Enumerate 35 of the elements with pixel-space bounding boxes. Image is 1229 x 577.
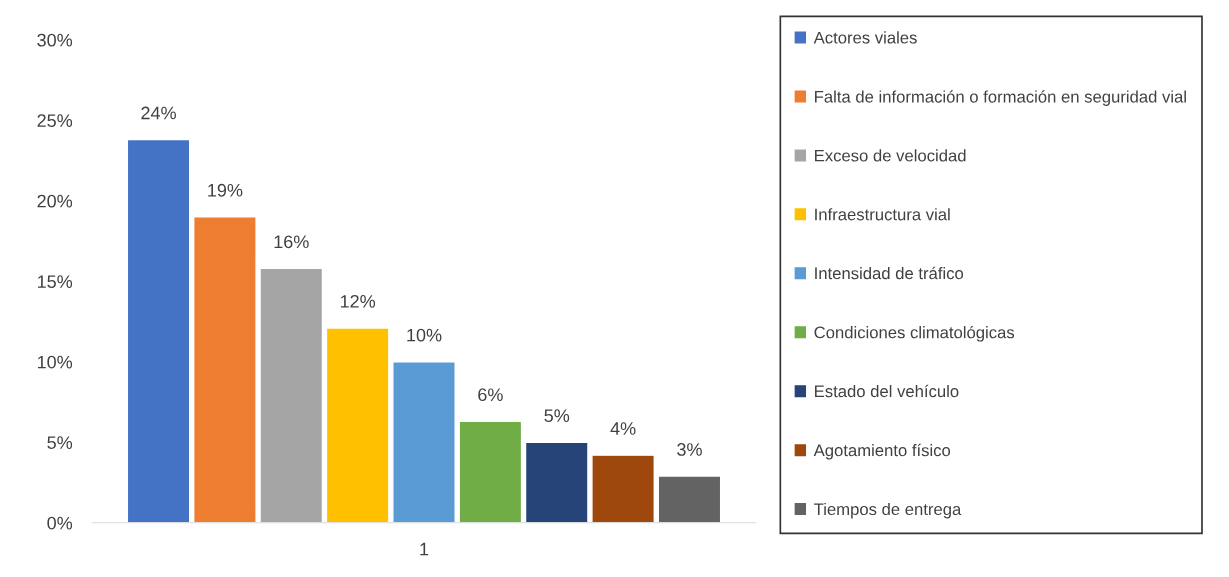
bar bbox=[524, 441, 589, 523]
data-label: 10% bbox=[407, 328, 442, 342]
legend-label: Condiciones climatológicas bbox=[814, 325, 1015, 342]
bar bbox=[458, 420, 523, 523]
data-label: 6% bbox=[478, 388, 503, 402]
legend-label: Falta de información o formación en seguridad vial bbox=[815, 90, 1186, 106]
data-label: 24% bbox=[141, 106, 176, 120]
y-tick-label: 5% bbox=[47, 436, 73, 449]
bar bbox=[392, 361, 456, 523]
bar bbox=[325, 327, 390, 523]
legend-label: Agotamiento físico bbox=[813, 443, 951, 460]
data-label: 16% bbox=[274, 235, 309, 249]
data-label: 19% bbox=[208, 183, 243, 197]
data-label: 3% bbox=[677, 443, 702, 456]
data-label: 4% bbox=[610, 422, 636, 435]
legend-label: Intensidad de tráfico bbox=[815, 266, 964, 280]
bar bbox=[126, 138, 191, 523]
data-label: 5% bbox=[544, 409, 570, 423]
y-tick-label: 0% bbox=[47, 516, 73, 530]
bar bbox=[591, 454, 655, 523]
y-tick-label: 15% bbox=[37, 275, 73, 289]
bar bbox=[259, 267, 324, 523]
y-tick-label: 10% bbox=[37, 355, 73, 369]
y-tick-label: 30% bbox=[37, 33, 73, 47]
legend-label: Infraestructura vial bbox=[815, 208, 950, 221]
legend-label: Actores viales bbox=[813, 31, 917, 44]
legend-label: Tiempos de entrega bbox=[814, 502, 962, 519]
legend-label: Estado del vehículo bbox=[815, 384, 959, 398]
bar bbox=[193, 216, 257, 523]
y-tick-label: 20% bbox=[37, 194, 73, 208]
data-label: 12% bbox=[340, 294, 376, 308]
bar bbox=[657, 475, 722, 523]
x-tick-label: 1 bbox=[420, 542, 429, 556]
y-tick-label: 25% bbox=[37, 114, 73, 128]
legend-label: Exceso de velocidad bbox=[815, 149, 966, 162]
